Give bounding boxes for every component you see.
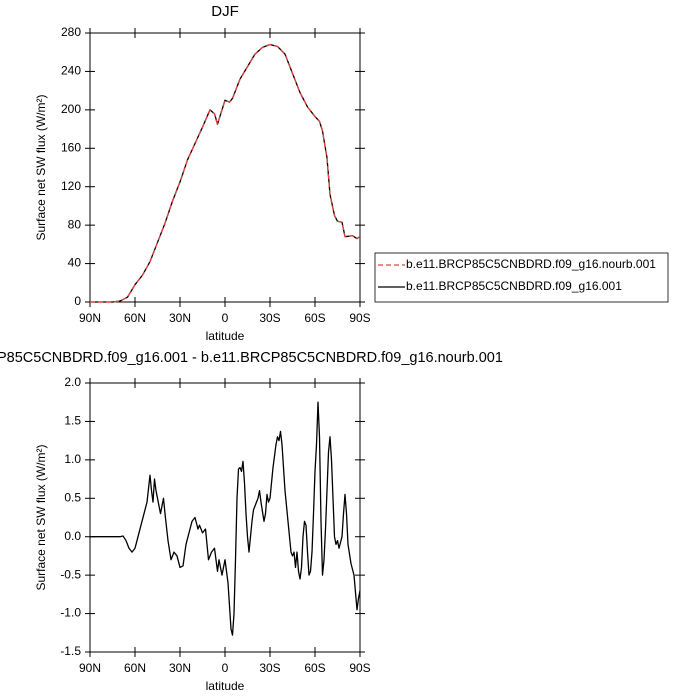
y-axis-label: Surface net SW flux (W/m²) bbox=[34, 444, 48, 590]
x-axis-label: latitude bbox=[206, 679, 245, 693]
y-tick-label: 120 bbox=[61, 179, 81, 193]
x-axis-label: latitude bbox=[206, 329, 245, 343]
y-tick-label: 0.5 bbox=[64, 490, 81, 504]
x-tick-label: 30S bbox=[259, 661, 280, 675]
x-tick-label: 90N bbox=[79, 311, 101, 325]
y-tick-label: 160 bbox=[61, 140, 81, 154]
y-tick-label: 80 bbox=[68, 217, 82, 231]
y-tick-label: 1.5 bbox=[64, 414, 81, 428]
y-tick-label: 2.0 bbox=[64, 375, 81, 389]
x-tick-label: 60S bbox=[304, 661, 325, 675]
y-tick-label: 0.0 bbox=[64, 529, 81, 543]
series-line bbox=[90, 43, 361, 303]
x-tick-label: 30N bbox=[169, 311, 191, 325]
chart-title: DJF bbox=[211, 3, 239, 20]
data-line bbox=[90, 401, 361, 636]
y-tick-label: -1.0 bbox=[60, 606, 81, 620]
plot-frame bbox=[89, 32, 361, 303]
y-tick-label: 1.0 bbox=[64, 452, 81, 466]
y-tick-label: -0.5 bbox=[60, 567, 81, 581]
y-tick-label: 40 bbox=[68, 256, 82, 270]
x-tick-label: 90N bbox=[79, 661, 101, 675]
legend-label: b.e11.BRCP85C5CNBDRD.f09_g16.001 bbox=[406, 279, 622, 293]
chart-title: P85C5CNBDRD.f09_g16.001 - b.e11.BRCP85C5… bbox=[0, 350, 503, 366]
y-tick-label: 0 bbox=[74, 294, 81, 308]
y-tick-label: 240 bbox=[61, 64, 81, 78]
legend-label: b.e11.BRCP85C5CNBDRD.f09_g16.nourb.001 bbox=[406, 257, 656, 271]
x-tick-label: 0 bbox=[222, 311, 229, 325]
series-line bbox=[90, 43, 361, 303]
x-tick-label: 60S bbox=[304, 311, 325, 325]
legend-box bbox=[374, 252, 669, 303]
x-tick-label: 60N bbox=[124, 661, 146, 675]
y-axis-label: Surface net SW flux (W/m²) bbox=[34, 94, 48, 240]
x-tick-label: 30S bbox=[259, 311, 280, 325]
y-tick-label: -1.5 bbox=[60, 644, 81, 658]
x-tick-label: 90S bbox=[349, 311, 370, 325]
x-tick-label: 90S bbox=[349, 661, 370, 675]
x-tick-label: 0 bbox=[222, 661, 229, 675]
x-tick-label: 30N bbox=[169, 661, 191, 675]
y-tick-label: 280 bbox=[61, 25, 81, 39]
y-tick-label: 200 bbox=[61, 102, 81, 116]
x-tick-label: 60N bbox=[124, 311, 146, 325]
